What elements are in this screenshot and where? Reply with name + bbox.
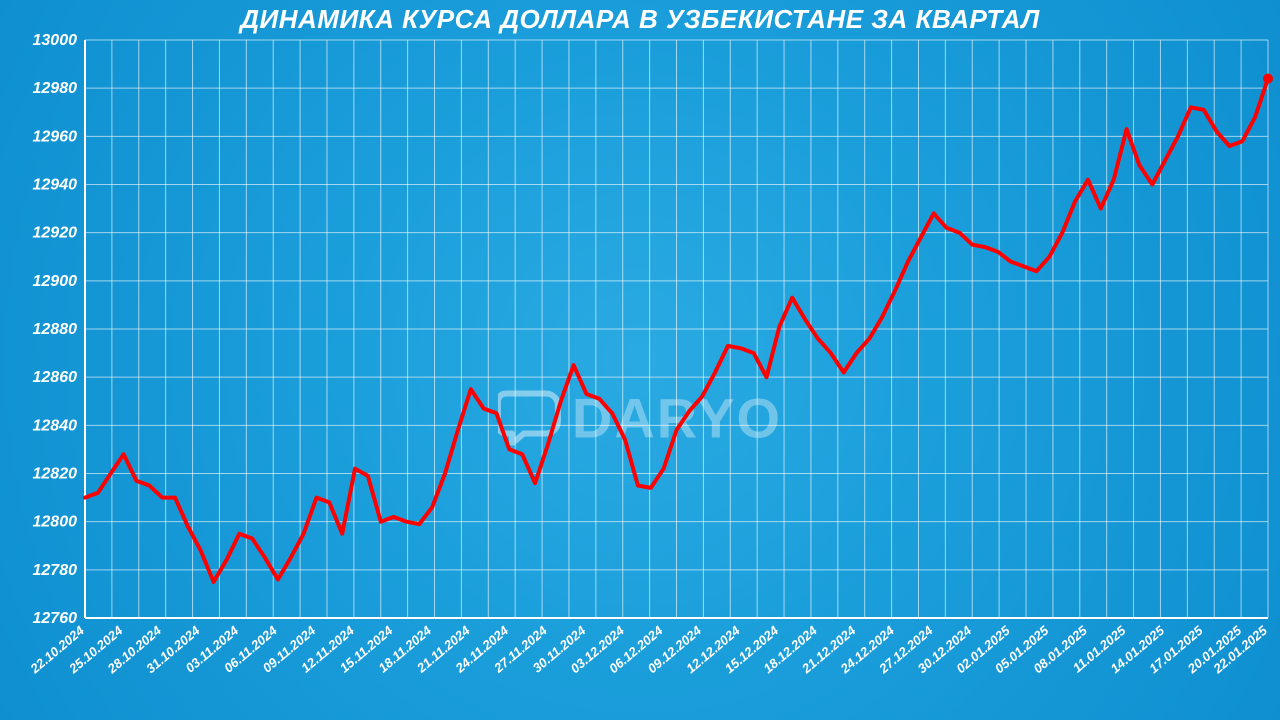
chart-root: ДИНАМИКА КУРСА ДОЛЛАРА В УЗБЕКИСТАНЕ ЗА … — [0, 0, 1280, 720]
y-tick-label: 13000 — [33, 32, 78, 49]
y-tick-label: 12980 — [33, 80, 78, 97]
y-tick-label: 12940 — [33, 177, 78, 194]
end-marker — [1263, 74, 1273, 84]
chart-svg: 12760 12780 12800 12820 12840 12860 12880 12900… — [0, 0, 1280, 720]
y-tick-label: 12920 — [33, 225, 78, 242]
y-axis-labels: 12760 12780 12800 12820 12840 12860 12880 12900… — [33, 32, 78, 627]
y-tick-label: 12860 — [33, 369, 78, 386]
y-tick-label: 12780 — [33, 562, 78, 579]
y-tick-label: 12900 — [33, 273, 78, 290]
x-axis-labels: 22.10.202425.10.202428.10.202431.10.2024… — [27, 622, 1271, 676]
y-tick-label: 12880 — [33, 321, 78, 338]
grid-group — [85, 40, 1268, 618]
y-tick-label: 12800 — [33, 514, 78, 531]
line-series — [85, 74, 1273, 582]
y-tick-label: 12760 — [33, 610, 78, 627]
y-tick-label: 12820 — [33, 466, 78, 483]
y-tick-label: 12840 — [33, 417, 78, 434]
y-tick-label: 12960 — [33, 128, 78, 145]
